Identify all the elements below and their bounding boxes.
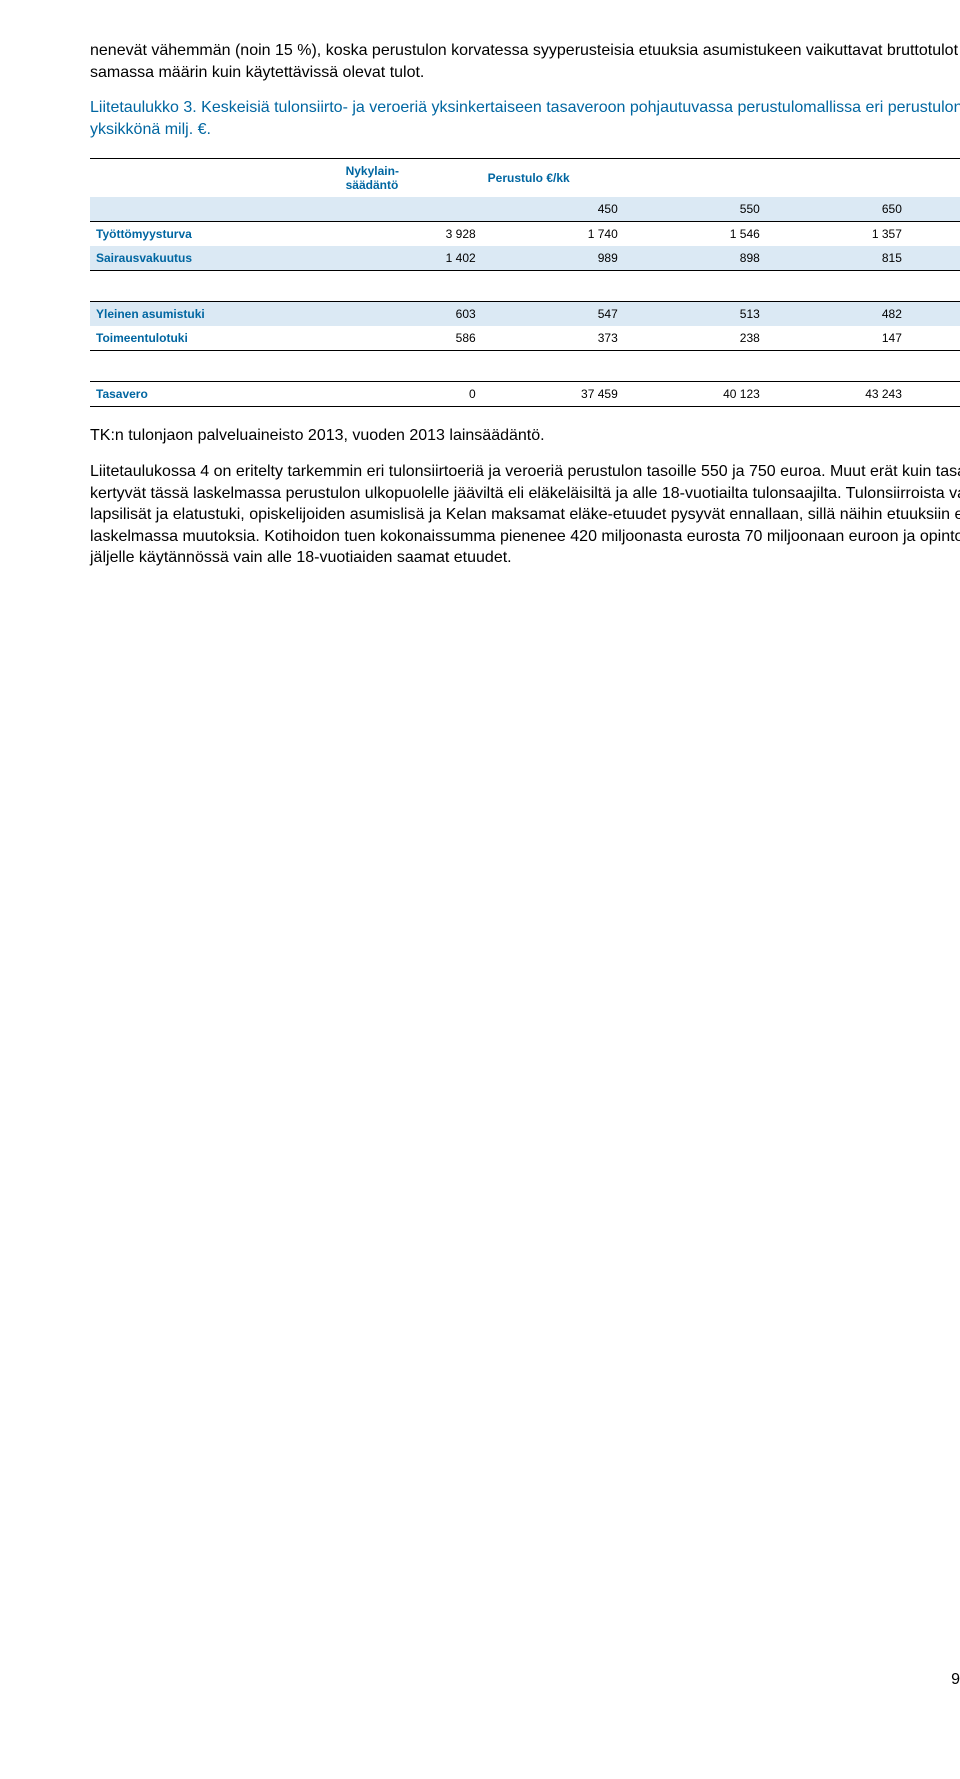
row-val-3: 43 243	[766, 382, 908, 407]
row-val-1: 547	[482, 302, 624, 327]
row-val-3: 815	[766, 246, 908, 271]
row-val-1: 1 740	[482, 222, 624, 247]
data-table: Nykylain-säädäntöPerustulo €/kk450550650…	[90, 158, 960, 407]
header-level-2: 650	[766, 197, 908, 222]
row-val-2: 40 123	[624, 382, 766, 407]
row-val-2: 898	[624, 246, 766, 271]
row-val-2: 513	[624, 302, 766, 327]
row-val-3: 1 357	[766, 222, 908, 247]
row-val-4: 407	[908, 302, 960, 327]
row-val-3: 147	[766, 326, 908, 351]
header-blank3	[340, 197, 482, 222]
body-paragraph-1: nenevät vähemmän (noin 15 %), koska peru…	[90, 40, 960, 83]
row-label: Työttömyysturva	[90, 222, 340, 247]
row-val-1: 989	[482, 246, 624, 271]
row-val-0: 3 928	[340, 222, 482, 247]
row-val-4: 1 184	[908, 222, 960, 247]
row-val-4: 46 870	[908, 382, 960, 407]
header-nyky: Nykylain-säädäntö	[340, 159, 482, 198]
row-val-1: 373	[482, 326, 624, 351]
header-level-0: 450	[482, 197, 624, 222]
row-val-4: 741	[908, 246, 960, 271]
header-blank	[90, 159, 340, 198]
row-val-2: 1 546	[624, 222, 766, 247]
row-label: Tasavero	[90, 382, 340, 407]
row-val-4: 92	[908, 326, 960, 351]
row-label: Toimeentulotuki	[90, 326, 340, 351]
table-caption: Liitetaulukko 3. Keskeisiä tulonsiirto- …	[90, 97, 960, 140]
row-val-0: 586	[340, 326, 482, 351]
row-val-2: 238	[624, 326, 766, 351]
row-label: Sairausvakuutus	[90, 246, 340, 271]
row-val-0: 603	[340, 302, 482, 327]
header-level-3: 750	[908, 197, 960, 222]
header-level-1: 550	[624, 197, 766, 222]
page-number: 9	[951, 1671, 960, 1689]
body-paragraph-2: Liitetaulukossa 4 on eritelty tarkemmin …	[90, 461, 960, 569]
header-perustulo: Perustulo €/kk	[482, 159, 960, 198]
row-val-1: 37 459	[482, 382, 624, 407]
row-label: Yleinen asumistuki	[90, 302, 340, 327]
header-blank2	[90, 197, 340, 222]
row-val-0: 0	[340, 382, 482, 407]
row-val-0: 1 402	[340, 246, 482, 271]
table-source: TK:n tulonjaon palveluaineisto 2013, vuo…	[90, 425, 960, 447]
row-val-3: 482	[766, 302, 908, 327]
